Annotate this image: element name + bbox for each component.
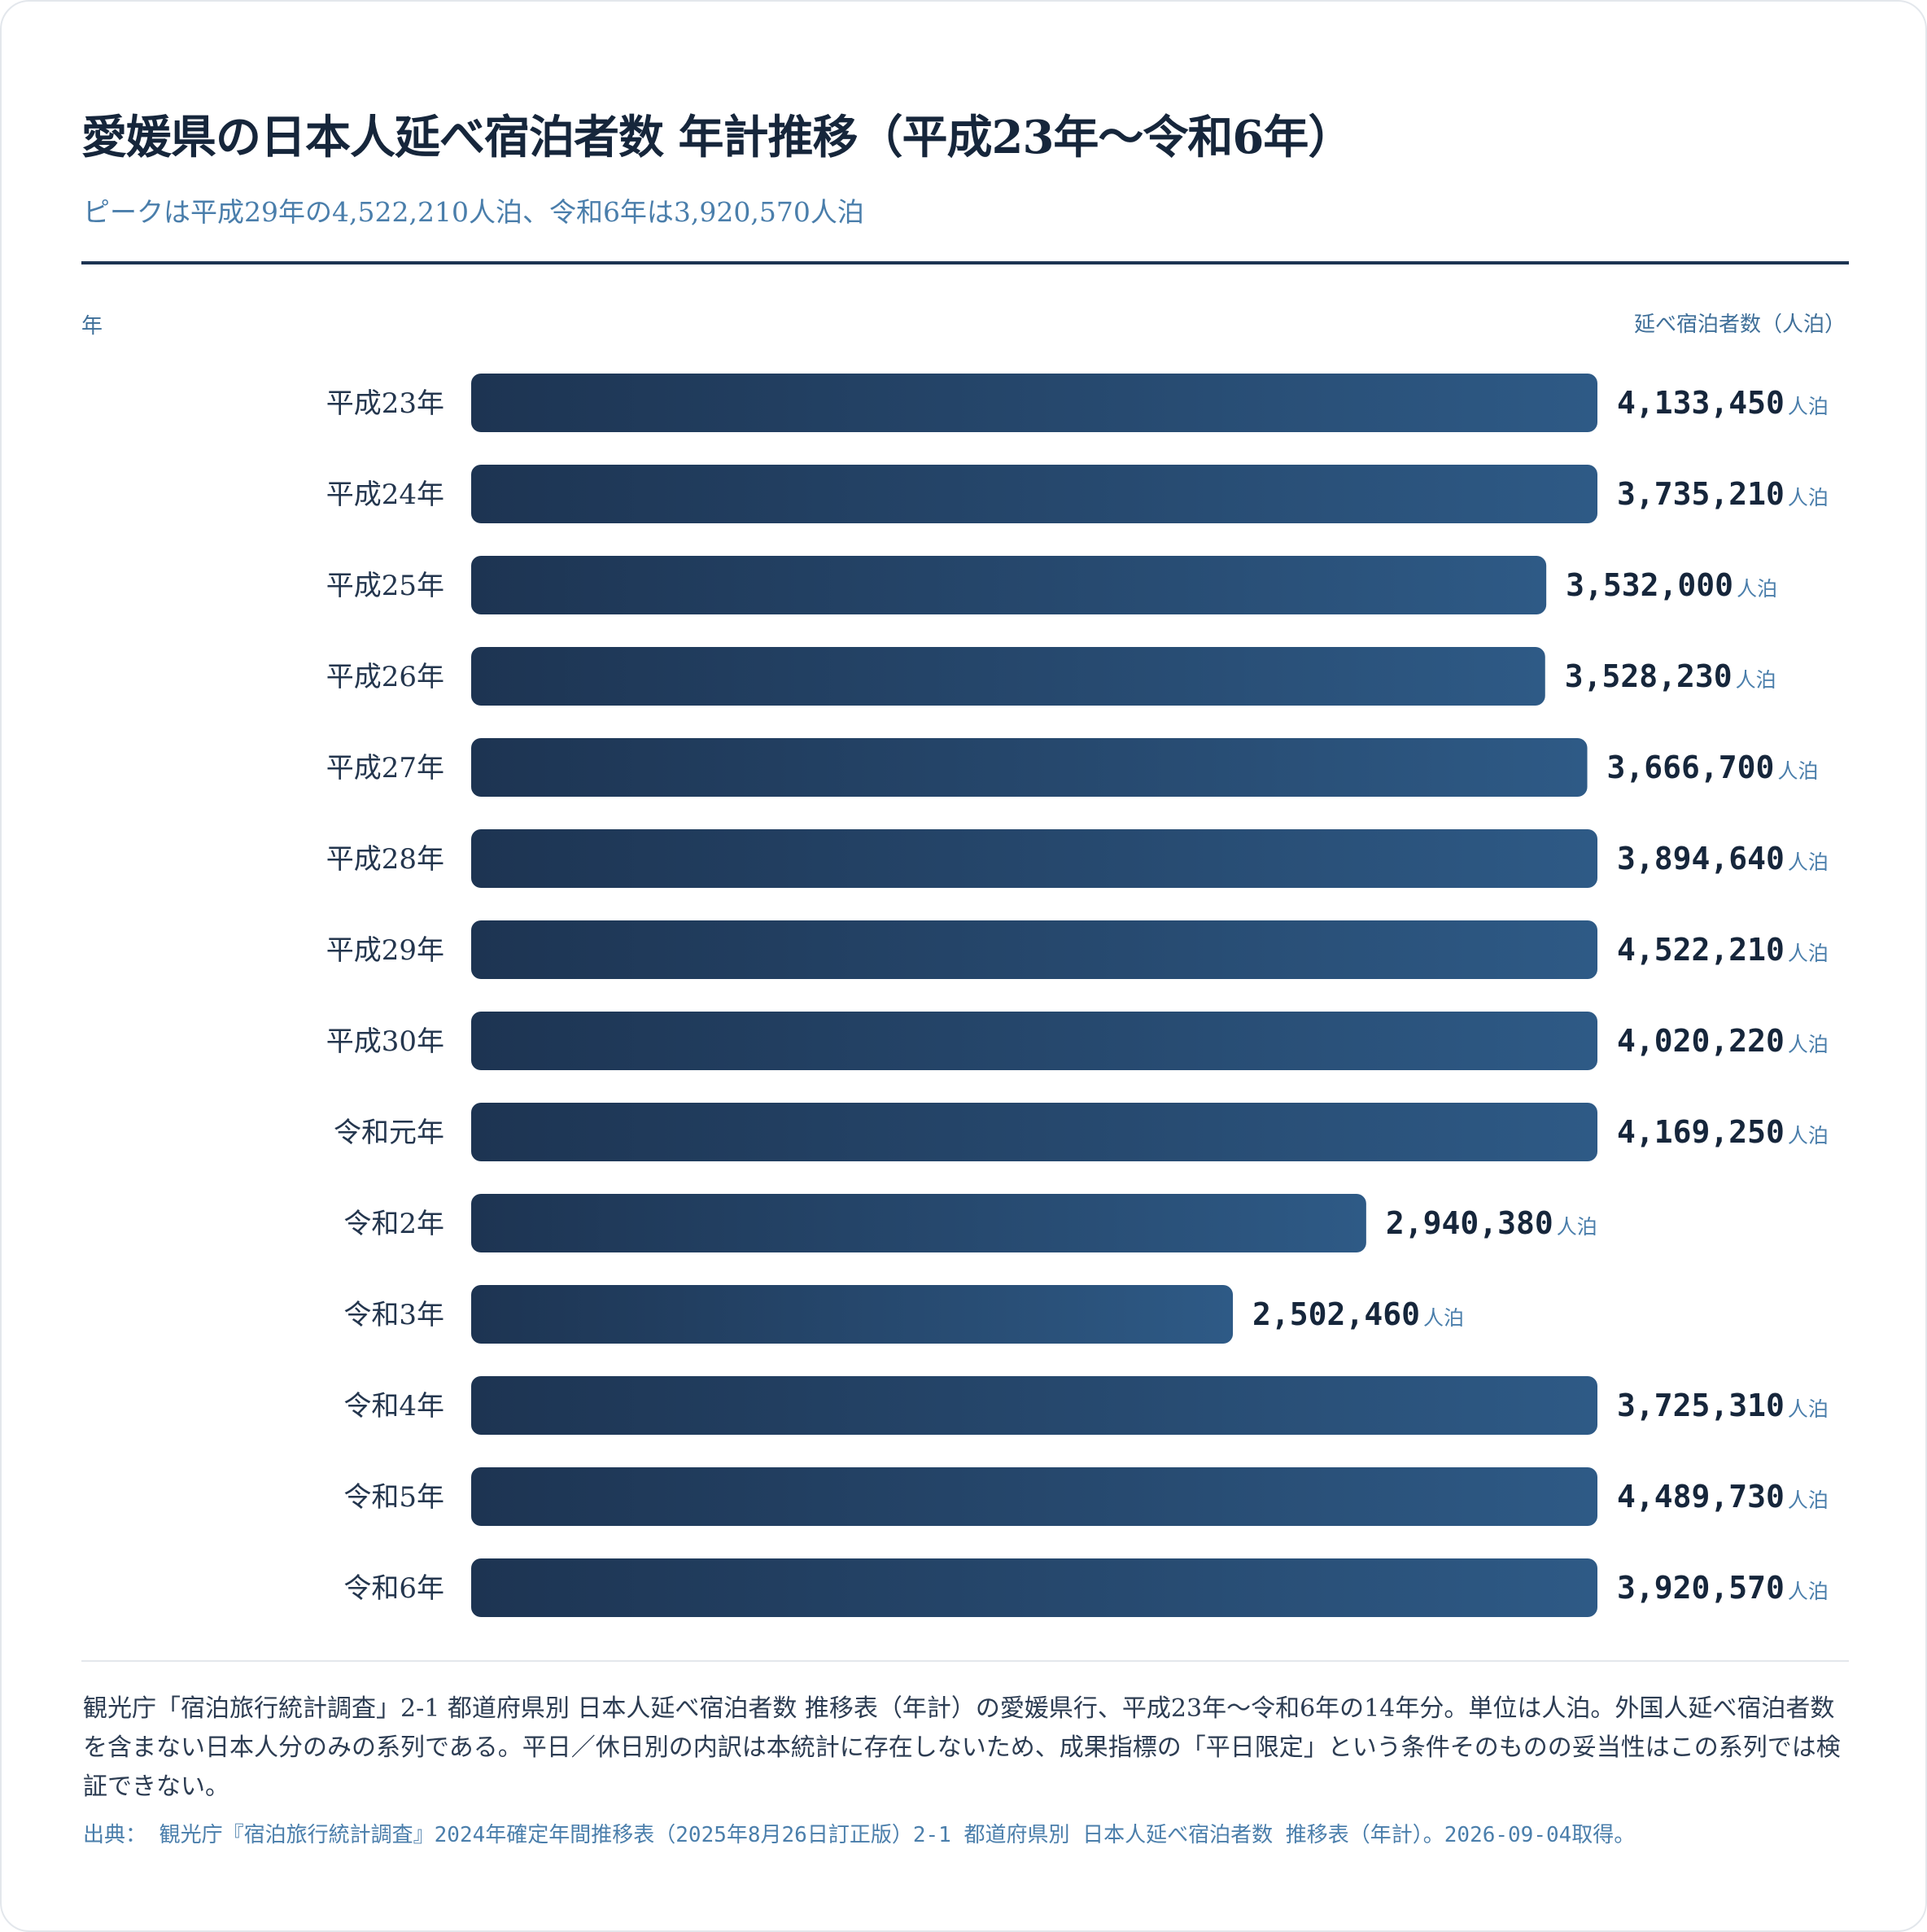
footer-note: 観光庁「宿泊旅行統計調査」2-1 都道府県別 日本人延べ宿泊者数 推移表（年計）… — [83, 1694, 1841, 1801]
value-label: 4,020,220 人泊 — [1617, 1023, 1829, 1059]
bar — [471, 1558, 1597, 1617]
chart-subtitle: ピークは平成29年の4,522,210人泊、令和6年は3,920,570人泊 — [83, 196, 864, 228]
y-axis-label: 年 — [81, 314, 103, 339]
value-label: 3,725,310 人泊 — [1617, 1388, 1829, 1423]
value-label: 4,522,210 人泊 — [1617, 932, 1829, 968]
category-label: 令和元年 — [334, 1117, 444, 1149]
category-label: 平成28年 — [326, 843, 444, 876]
value-label: 3,735,210 人泊 — [1617, 476, 1829, 512]
category-label: 平成25年 — [326, 570, 444, 602]
category-label: 平成30年 — [326, 1025, 444, 1058]
value-label: 3,920,570 人泊 — [1617, 1570, 1829, 1606]
bar — [471, 738, 1588, 797]
header-divider — [81, 261, 1849, 264]
bar — [471, 556, 1547, 614]
bar — [471, 1467, 1597, 1526]
category-label: 令和4年 — [343, 1390, 444, 1423]
value-label: 2,502,460 人泊 — [1252, 1296, 1464, 1332]
value-label: 4,489,730 人泊 — [1617, 1479, 1829, 1515]
value-label: 3,894,640 人泊 — [1617, 841, 1829, 876]
category-label: 平成24年 — [326, 479, 444, 511]
category-label: 令和5年 — [343, 1481, 444, 1514]
bar — [471, 1285, 1234, 1344]
category-label: 平成23年 — [326, 387, 444, 420]
bar — [471, 1103, 1597, 1161]
category-label: 平成29年 — [326, 934, 444, 967]
bar — [471, 374, 1597, 432]
value-label: 4,133,450 人泊 — [1617, 385, 1829, 421]
category-label: 令和2年 — [343, 1208, 444, 1240]
bar — [471, 920, 1597, 979]
bar — [471, 1194, 1366, 1252]
value-label: 3,532,000 人泊 — [1566, 567, 1777, 603]
footer-divider — [81, 1660, 1849, 1662]
category-label: 平成27年 — [326, 752, 444, 785]
value-axis-label: 延べ宿泊者数（人泊） — [1633, 313, 1846, 337]
category-label: 令和6年 — [343, 1572, 444, 1605]
value-label: 3,528,230 人泊 — [1565, 658, 1776, 694]
value-label: 2,940,380 人泊 — [1386, 1205, 1597, 1241]
bar — [471, 1012, 1597, 1070]
source-citation: 出典： 観光庁『宿泊旅行統計調査』2024年確定年間推移表（2025年8月26日… — [83, 1823, 1636, 1847]
category-label: 平成26年 — [326, 661, 444, 693]
chart-title: 愛媛県の日本人延べ宿泊者数 年計推移（平成23年〜令和6年） — [81, 111, 1353, 164]
category-label: 令和3年 — [343, 1299, 444, 1331]
bar — [471, 465, 1597, 523]
bar — [471, 647, 1545, 706]
value-label: 4,169,250 人泊 — [1617, 1114, 1829, 1150]
bar — [471, 829, 1597, 888]
bar — [471, 1376, 1597, 1435]
value-label: 3,666,700 人泊 — [1607, 750, 1819, 785]
